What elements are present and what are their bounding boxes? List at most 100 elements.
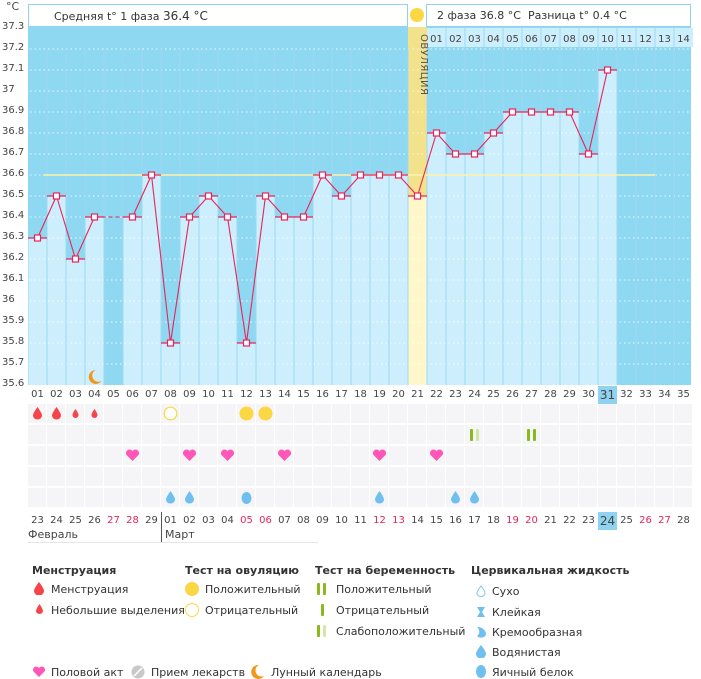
marker-cell[interactable] [446, 467, 464, 486]
marker-cell[interactable] [541, 446, 559, 465]
calendar-date[interactable]: 13 [392, 515, 405, 526]
calendar-date[interactable]: 25 [69, 515, 82, 526]
cycle-day-22[interactable]: 22 [430, 389, 443, 400]
marker-cell[interactable] [142, 446, 160, 465]
marker-cell[interactable] [617, 446, 635, 465]
marker-cell[interactable] [522, 446, 540, 465]
marker-cell[interactable] [579, 404, 597, 423]
cycle-day-24[interactable]: 24 [468, 389, 481, 400]
cycle-day-07[interactable]: 07 [145, 389, 158, 400]
cycle-day-10[interactable]: 10 [202, 389, 215, 400]
marker-cell[interactable] [351, 446, 369, 465]
calendar-date[interactable]: 06 [259, 515, 272, 526]
marker-cell[interactable] [617, 467, 635, 486]
marker-cell[interactable] [636, 446, 654, 465]
marker-cell[interactable] [66, 467, 84, 486]
marker-cell[interactable] [503, 425, 521, 444]
marker-cell[interactable] [199, 425, 217, 444]
cycle-day-19[interactable]: 19 [373, 389, 386, 400]
marker-cell[interactable] [655, 446, 673, 465]
cycle-day-30[interactable]: 30 [582, 389, 595, 400]
marker-cell[interactable] [674, 404, 692, 423]
marker-cell[interactable] [655, 488, 673, 507]
marker-cell[interactable] [427, 488, 445, 507]
marker-cell[interactable] [123, 404, 141, 423]
marker-cell[interactable] [104, 488, 122, 507]
calendar-date[interactable]: 18 [487, 515, 500, 526]
marker-cell[interactable] [351, 467, 369, 486]
cycle-day-35[interactable]: 35 [677, 389, 690, 400]
marker-cell[interactable] [617, 425, 635, 444]
marker-cell[interactable] [28, 446, 46, 465]
marker-cell[interactable] [351, 425, 369, 444]
marker-cell[interactable] [237, 446, 255, 465]
marker-cell[interactable] [313, 404, 331, 423]
calendar-date[interactable]: 27 [658, 515, 671, 526]
marker-cell[interactable] [28, 425, 46, 444]
calendar-date[interactable]: 10 [335, 515, 348, 526]
marker-cell[interactable] [142, 488, 160, 507]
marker-cell[interactable] [446, 425, 464, 444]
marker-cell[interactable] [294, 467, 312, 486]
marker-cell[interactable] [446, 404, 464, 423]
cycle-day-08[interactable]: 08 [164, 389, 177, 400]
marker-cell[interactable] [370, 404, 388, 423]
calendar-date[interactable]: 04 [221, 515, 234, 526]
marker-cell[interactable] [674, 467, 692, 486]
marker-cell[interactable] [218, 467, 236, 486]
cycle-day-17[interactable]: 17 [335, 389, 348, 400]
cycle-day-25[interactable]: 25 [487, 389, 500, 400]
marker-cell[interactable] [294, 404, 312, 423]
calendar-date[interactable]: 29 [145, 515, 158, 526]
marker-cell[interactable] [370, 425, 388, 444]
marker-cell[interactable] [636, 467, 654, 486]
marker-cell[interactable] [408, 467, 426, 486]
marker-cell[interactable] [161, 425, 179, 444]
marker-cell[interactable] [275, 467, 293, 486]
marker-cell[interactable] [123, 488, 141, 507]
calendar-date[interactable]: 20 [525, 515, 538, 526]
cycle-day-05[interactable]: 05 [107, 389, 120, 400]
marker-cell[interactable] [256, 488, 274, 507]
marker-cell[interactable] [427, 425, 445, 444]
cycle-day-15[interactable]: 15 [297, 389, 310, 400]
marker-cell[interactable] [332, 488, 350, 507]
marker-cell[interactable] [370, 467, 388, 486]
marker-cell[interactable] [47, 467, 65, 486]
calendar-date[interactable]: 19 [506, 515, 519, 526]
marker-cell[interactable] [636, 404, 654, 423]
marker-cell[interactable] [560, 446, 578, 465]
marker-cell[interactable] [655, 404, 673, 423]
cycle-day-32[interactable]: 32 [620, 389, 633, 400]
cycle-day-11[interactable]: 11 [221, 389, 234, 400]
marker-cell[interactable] [256, 467, 274, 486]
marker-cell[interactable] [66, 446, 84, 465]
calendar-date[interactable]: 14 [411, 515, 424, 526]
marker-cell[interactable] [218, 488, 236, 507]
cycle-day-09[interactable]: 09 [183, 389, 196, 400]
marker-cell[interactable] [332, 404, 350, 423]
marker-cell[interactable] [332, 467, 350, 486]
marker-cell[interactable] [560, 488, 578, 507]
calendar-date[interactable]: 27 [107, 515, 120, 526]
marker-cell[interactable] [560, 404, 578, 423]
calendar-date[interactable]: 21 [544, 515, 557, 526]
marker-cell[interactable] [199, 404, 217, 423]
marker-cell[interactable] [636, 488, 654, 507]
marker-cell[interactable] [275, 404, 293, 423]
marker-cell[interactable] [180, 467, 198, 486]
marker-cell[interactable] [332, 446, 350, 465]
marker-cell[interactable] [522, 467, 540, 486]
marker-cell[interactable] [161, 446, 179, 465]
cycle-day-13[interactable]: 13 [259, 389, 272, 400]
marker-cell[interactable] [237, 425, 255, 444]
marker-cell[interactable] [313, 425, 331, 444]
marker-cell[interactable] [408, 488, 426, 507]
marker-cell[interactable] [180, 404, 198, 423]
cycle-day-03[interactable]: 03 [69, 389, 82, 400]
cycle-day-12[interactable]: 12 [240, 389, 253, 400]
marker-cell[interactable] [674, 488, 692, 507]
marker-cell[interactable] [66, 488, 84, 507]
marker-cell[interactable] [484, 446, 502, 465]
marker-cell[interactable] [503, 446, 521, 465]
